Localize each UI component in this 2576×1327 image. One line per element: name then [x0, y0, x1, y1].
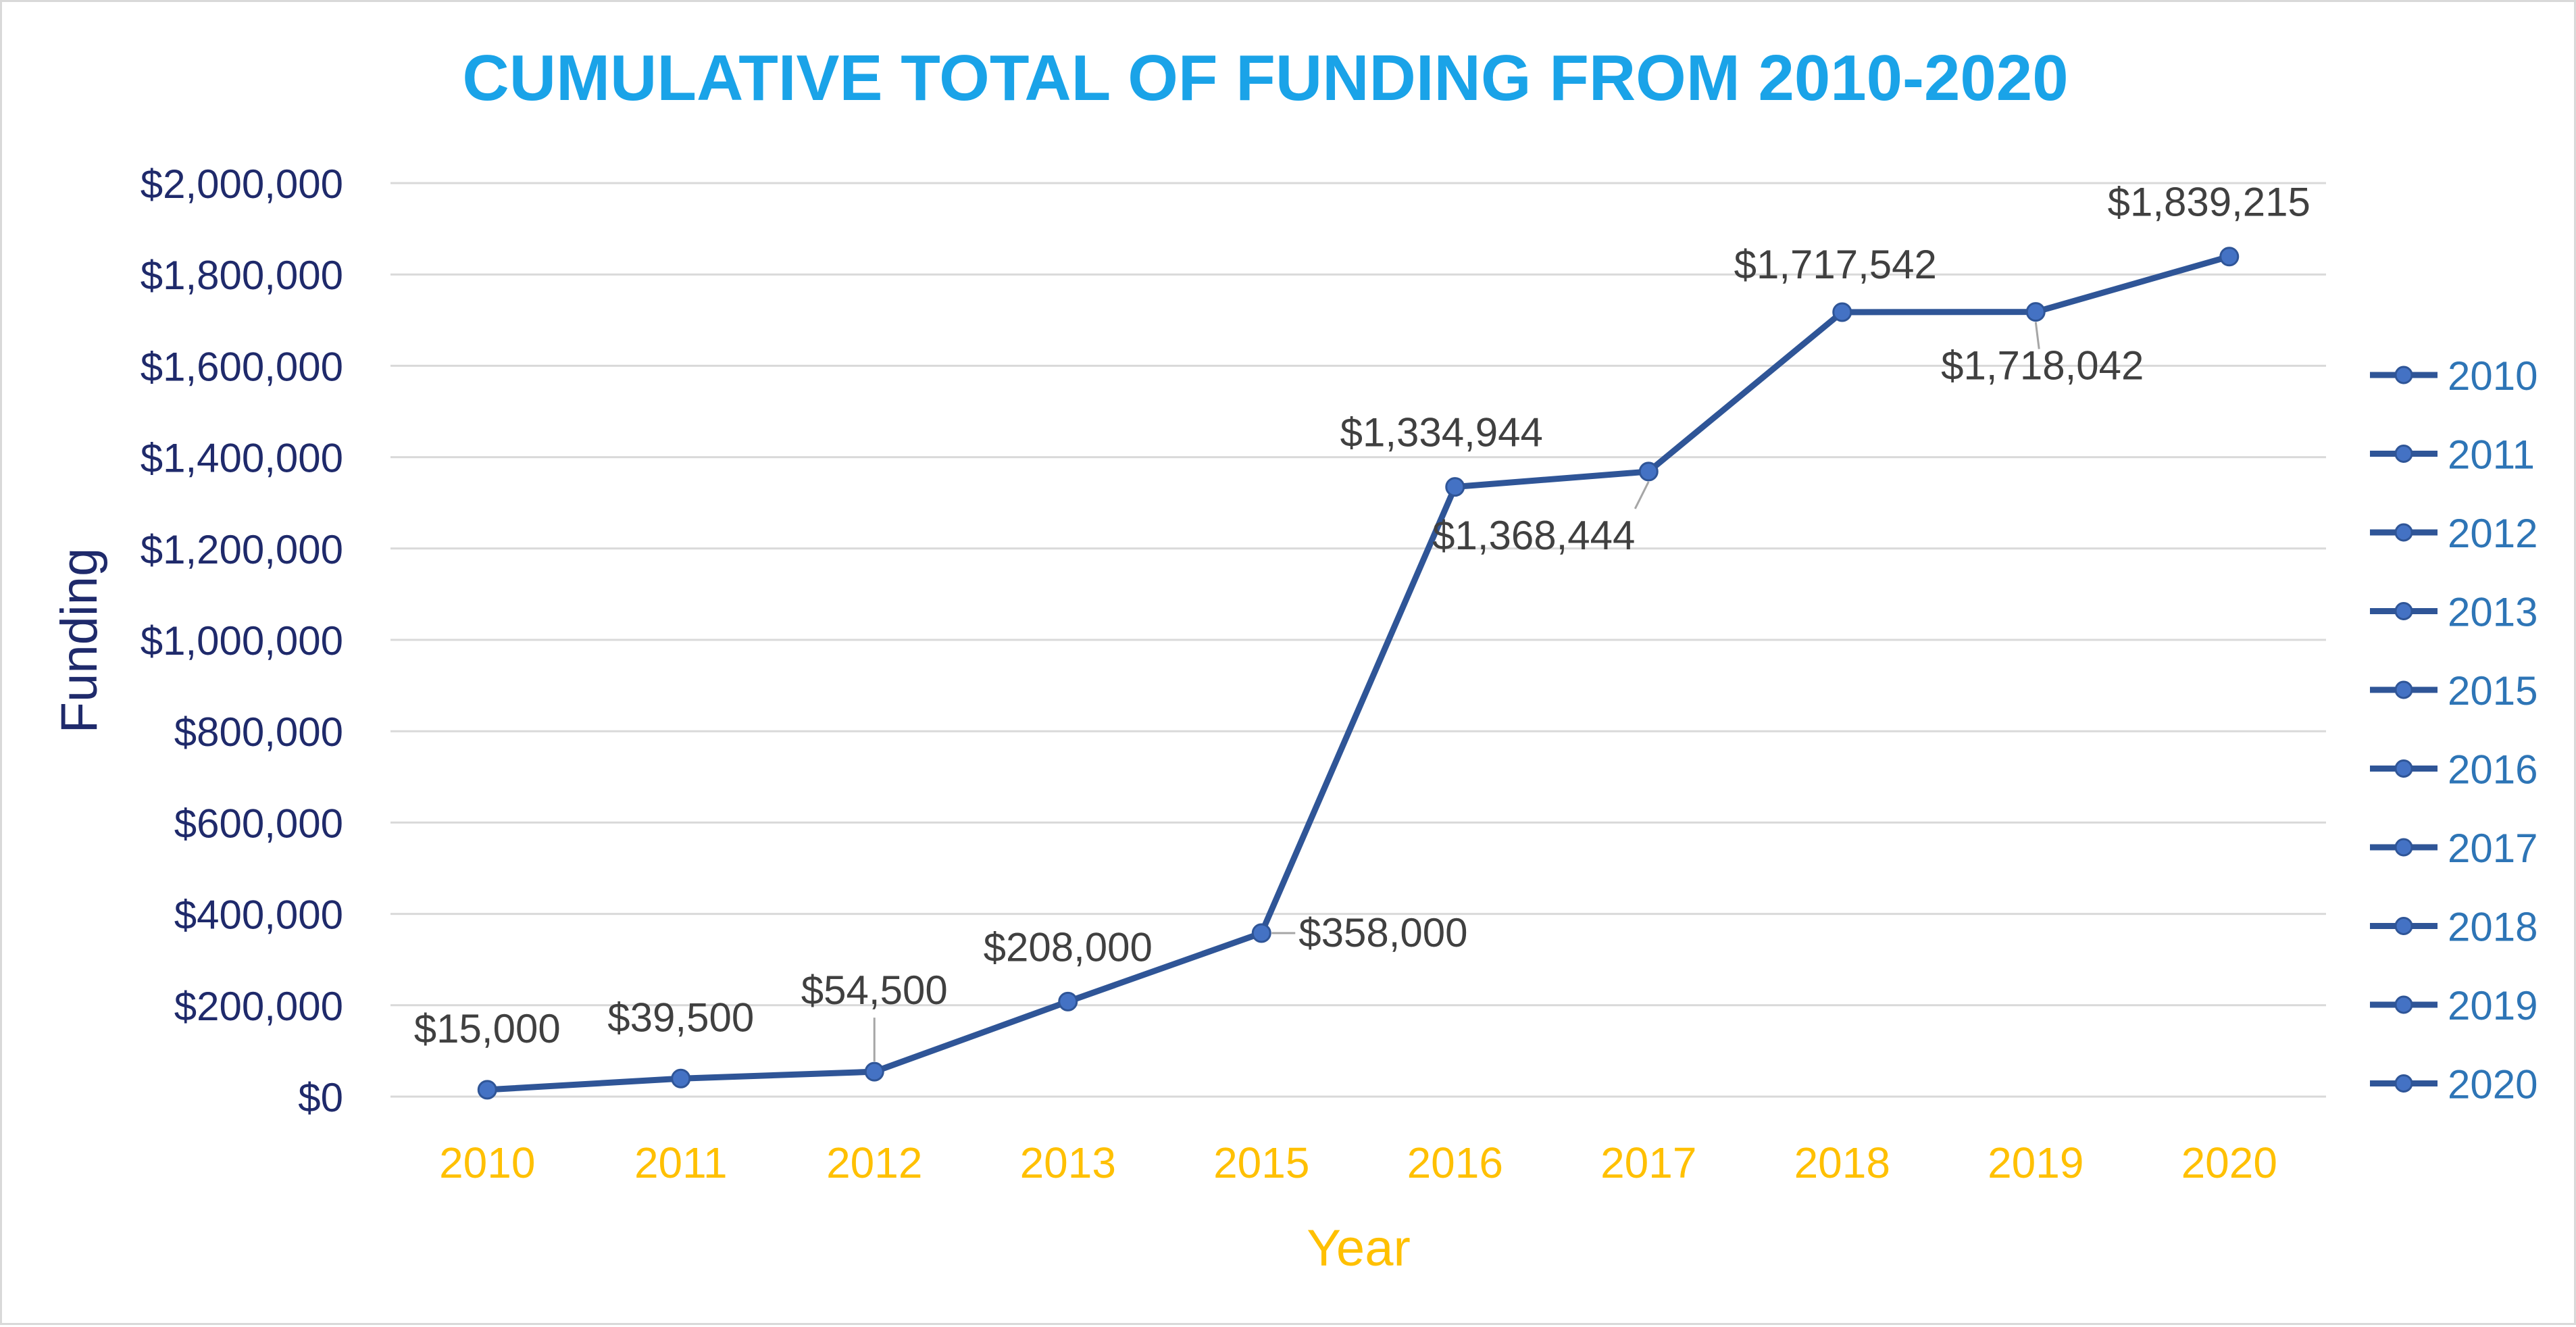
legend-item: 2016 [2370, 747, 2537, 793]
y-tick-label: $800,000 [174, 709, 343, 755]
x-axis-ticks: 2010 2011 2012 2013 2015 2016 2017 2018 2019 2020 [439, 1138, 2277, 1187]
data-label: $1,334,944 [1340, 410, 1543, 455]
legend-item: 2020 [2370, 1062, 2537, 1107]
y-tick-label: $1,200,000 [141, 527, 343, 572]
legend-swatch-marker [2394, 366, 2413, 384]
legend-label: 2018 [2448, 905, 2537, 950]
data-label: $358,000 [1298, 910, 1467, 955]
data-point [1058, 991, 1078, 1011]
legend-item: 2015 [2370, 668, 2537, 713]
legend-swatch-marker [2394, 1074, 2413, 1093]
legend-label: 2015 [2448, 668, 2537, 713]
funding-series [477, 247, 2240, 1100]
legend-label: 2012 [2448, 511, 2537, 556]
data-point [1445, 477, 1465, 497]
x-tick-label: 2018 [1794, 1138, 1890, 1187]
y-tick-label: $1,000,000 [141, 618, 343, 664]
data-label-leader [2034, 322, 2040, 349]
legend-item: 2019 [2370, 983, 2537, 1028]
data-label: $1,718,042 [1941, 343, 2144, 389]
data-point [671, 1068, 691, 1088]
x-tick-label: 2012 [826, 1138, 922, 1187]
gridlines [390, 182, 2326, 1098]
legend-swatch-marker [2394, 523, 2413, 542]
y-tick-label: $1,600,000 [141, 344, 343, 389]
legend-swatch-marker [2394, 838, 2413, 857]
x-tick-label: 2013 [1020, 1138, 1116, 1187]
y-tick-label: $1,400,000 [141, 436, 343, 481]
y-axis-label: Funding [51, 548, 108, 734]
data-label-leader [1634, 481, 1650, 509]
legend-item: 2011 [2370, 432, 2535, 478]
legend-item: 2013 [2370, 590, 2537, 635]
legend-label: 2020 [2448, 1062, 2537, 1107]
data-point [1638, 461, 1659, 482]
x-tick-label: 2015 [1213, 1138, 1309, 1187]
legend-swatch-marker [2394, 917, 2413, 935]
legend-swatch-marker [2394, 602, 2413, 620]
x-tick-label: 2020 [2181, 1138, 2277, 1187]
legend-label: 2016 [2448, 747, 2537, 793]
legend-swatch-marker [2394, 680, 2413, 699]
data-label: $1,368,444 [1432, 513, 1635, 558]
data-point [477, 1080, 497, 1100]
data-label: $1,717,542 [1734, 242, 1937, 287]
legend-label: 2013 [2448, 590, 2537, 635]
legend-item: 2012 [2370, 511, 2537, 556]
x-axis-label: Year [1307, 1220, 1411, 1277]
legend-item: 2017 [2370, 826, 2537, 871]
legend-label: 2011 [2448, 432, 2535, 478]
legend-swatch-marker [2394, 995, 2413, 1014]
x-tick-label: 2017 [1600, 1138, 1696, 1187]
data-point [1832, 302, 1852, 322]
legend-swatch-marker [2394, 445, 2413, 463]
series-line [484, 253, 2233, 1093]
legend: 2010 2011 2012 2013 2015 2016 2017 2018 2019 2020 [2370, 353, 2537, 1107]
data-label: $1,839,215 [2108, 180, 2310, 225]
legend-label: 2017 [2448, 826, 2537, 871]
y-tick-label: $2,000,000 [141, 161, 343, 207]
data-label: $208,000 [984, 924, 1153, 970]
y-tick-label: $400,000 [174, 893, 343, 938]
data-label: $15,000 [414, 1006, 561, 1051]
y-tick-label: $200,000 [174, 984, 343, 1029]
legend-label: 2010 [2448, 353, 2537, 399]
data-labels: $15,000 $39,500 $54,500 $208,000 $358,000 $1,… [414, 180, 2310, 1062]
data-point [864, 1061, 884, 1082]
legend-item: 2010 [2370, 353, 2537, 399]
legend-item: 2018 [2370, 905, 2537, 950]
y-tick-label: $1,800,000 [141, 253, 343, 298]
legend-swatch-marker [2394, 759, 2413, 778]
x-tick-label: 2019 [1988, 1138, 2083, 1187]
y-tick-label: $600,000 [174, 801, 343, 846]
data-label: $54,500 [801, 968, 948, 1013]
chart-title: CUMULATIVE TOTAL OF FUNDING FROM 2010-20… [462, 42, 2068, 114]
legend-label: 2019 [2448, 983, 2537, 1028]
data-point [2025, 302, 2046, 322]
data-point [1251, 923, 1271, 943]
y-tick-label: $0 [298, 1075, 343, 1120]
x-tick-label: 2010 [439, 1138, 535, 1187]
x-tick-label: 2011 [634, 1138, 728, 1187]
y-axis-ticks: $0 $200,000 $400,000 $600,000 $800,000 $1,000… [141, 161, 343, 1120]
x-tick-label: 2016 [1407, 1138, 1503, 1187]
data-point [2219, 247, 2240, 267]
data-label: $39,500 [607, 995, 754, 1040]
